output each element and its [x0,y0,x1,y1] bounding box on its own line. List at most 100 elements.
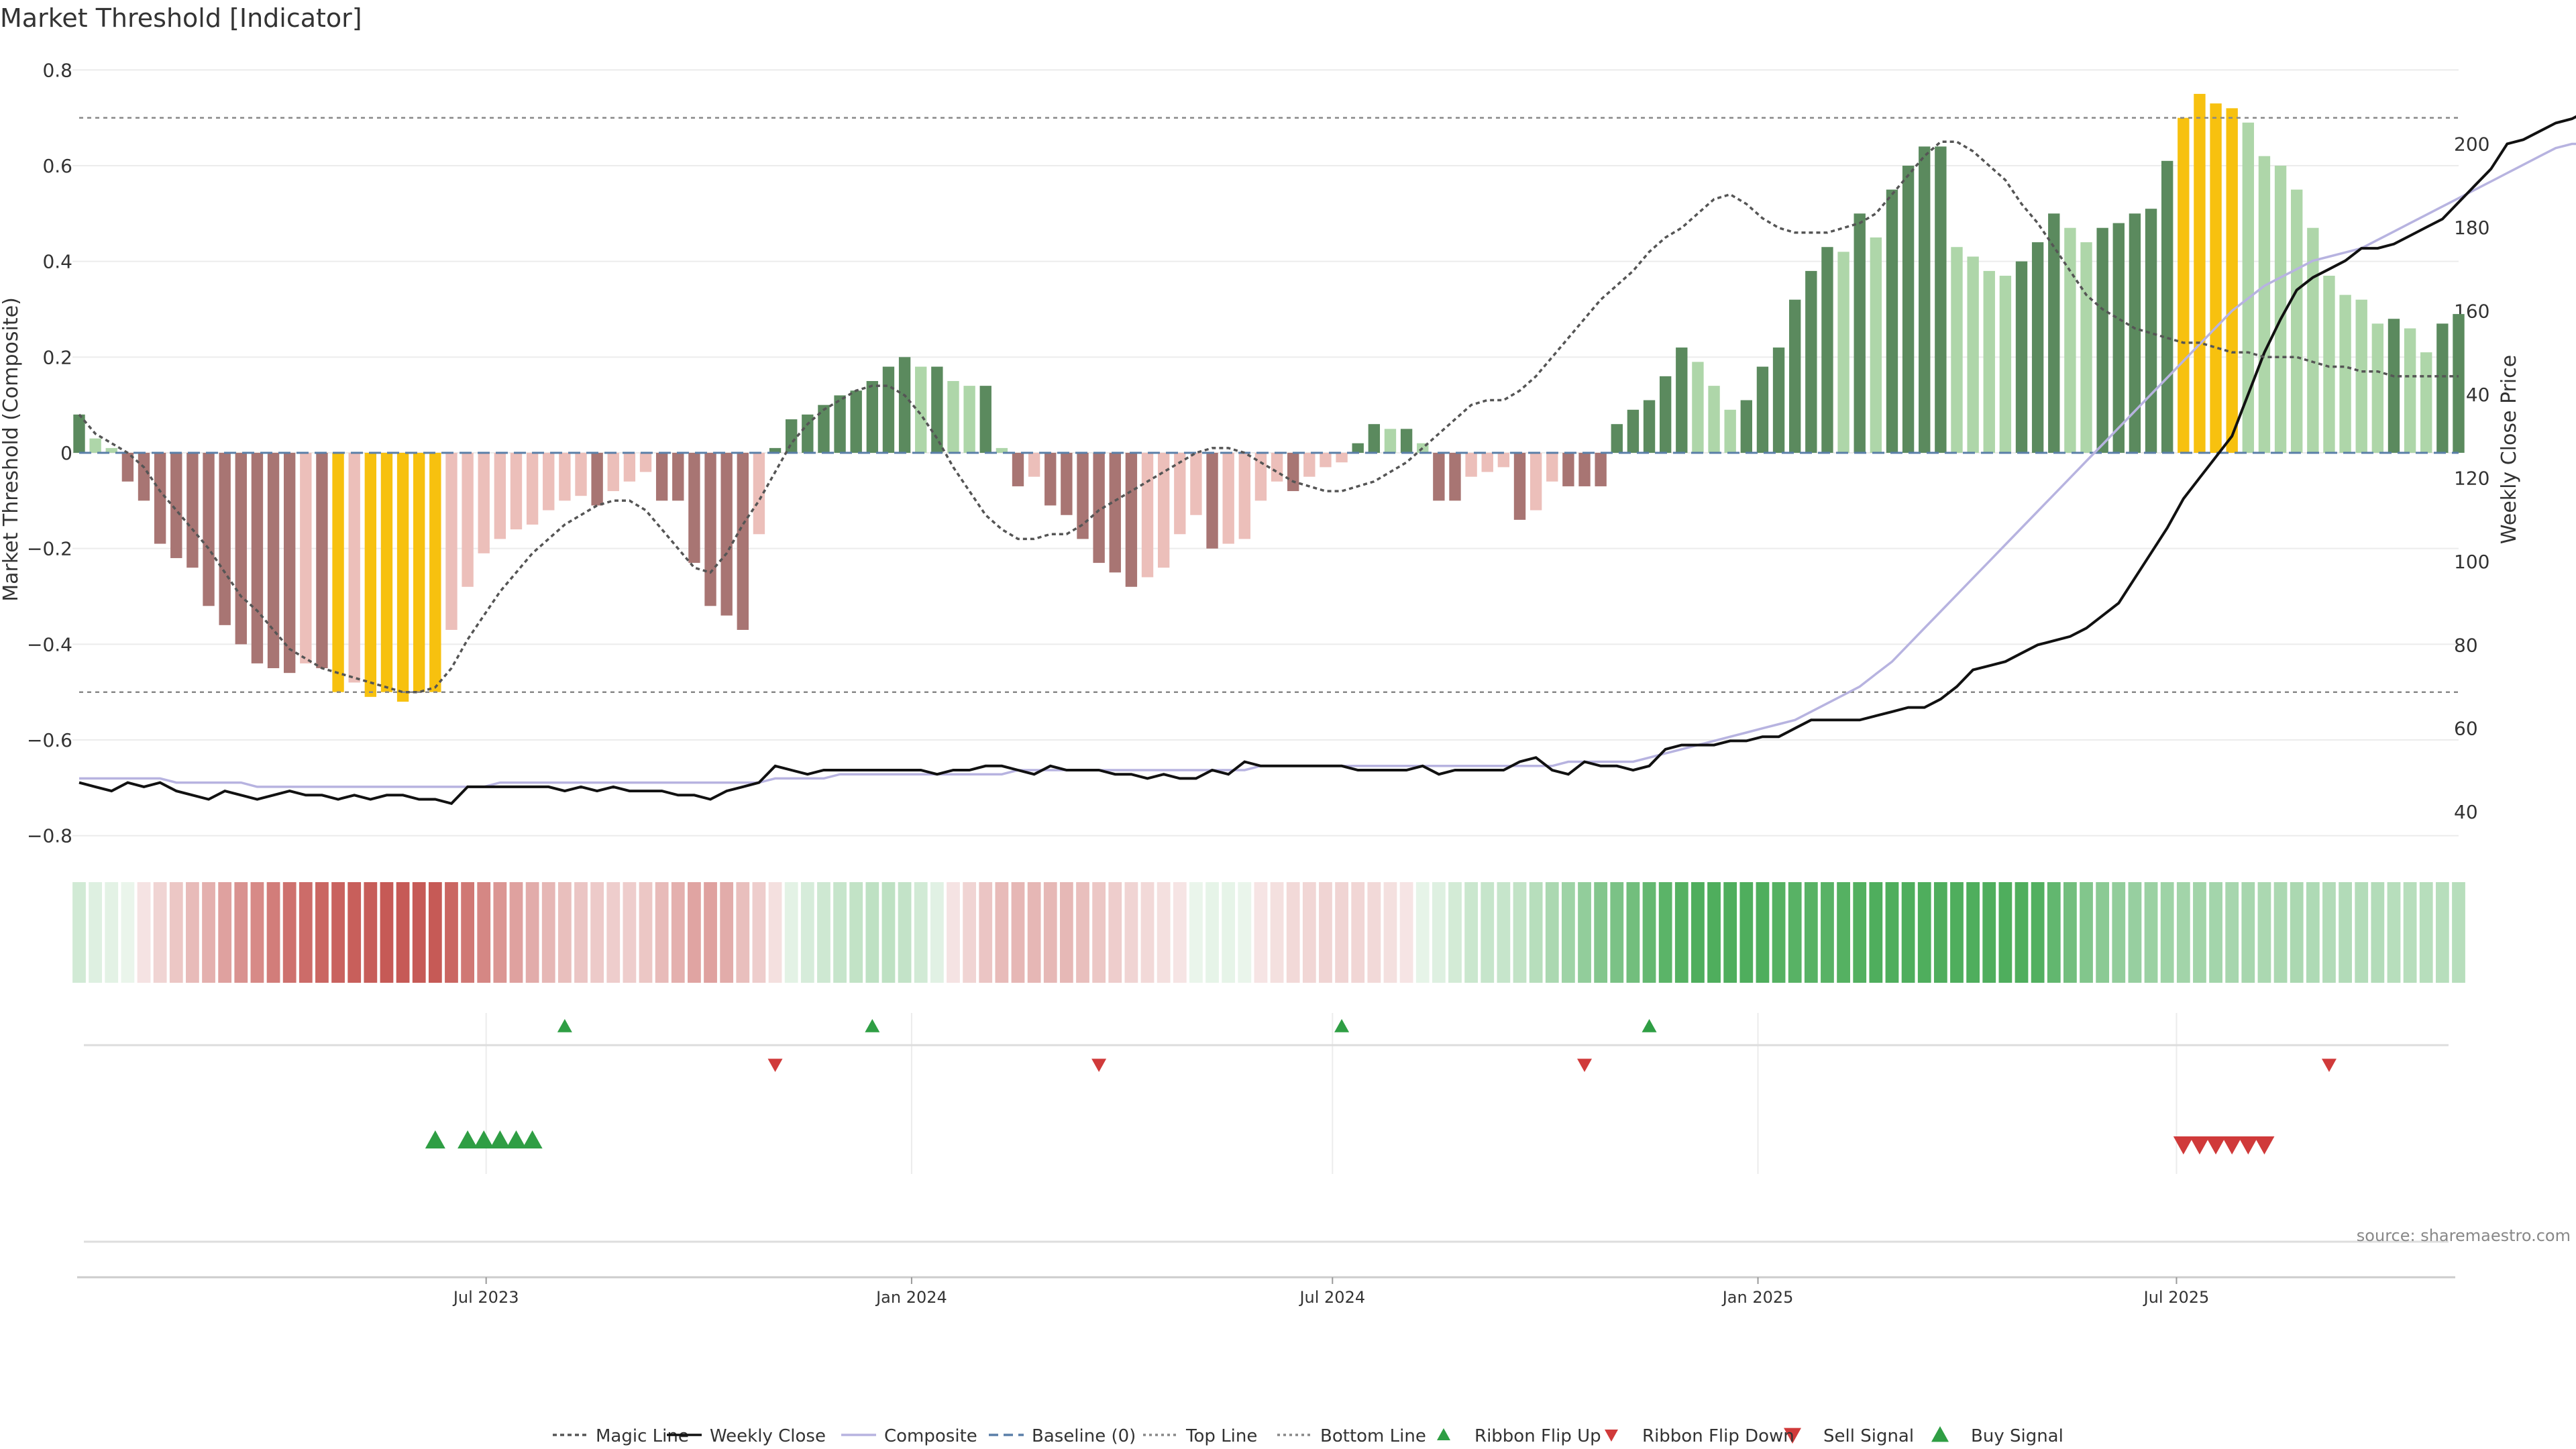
left-tick-label: 0 [60,442,72,464]
ribbon-cell [541,882,555,983]
composite-bar [1271,453,1283,482]
composite-bar [1513,453,1526,520]
ribbon-cell [1626,882,1640,983]
composite-bar [866,380,879,453]
composite-bar [1400,429,1413,453]
composite-bar [138,453,150,501]
ribbon-cell [768,882,782,983]
ribbon-cell [1108,882,1122,983]
magic-line [78,140,2459,694]
ribbon-cell [2371,882,2385,983]
x-axis-ticks: Jul 2023 Jan 2024 Jul 2024 Jan 2025 Jul 2025 [452,1277,2209,1307]
composite-bar [2080,242,2092,453]
ribbon-cell [623,882,637,983]
ribbon-flip-up-marker [1334,1019,1350,1032]
composite-bar [1983,270,1995,453]
ribbon-cell [2193,882,2206,983]
composite-bar [170,453,182,558]
ribbon-cell [1173,882,1187,983]
composite-bar [1044,453,1057,506]
ribbon-cell [525,882,539,983]
ribbon-cell [2387,882,2401,983]
ribbon-cell [1821,882,1834,983]
ribbon-strip [72,882,2465,983]
ribbon-cell [299,882,313,983]
composite-bar [979,386,991,453]
ribbon-cell [1998,882,2012,983]
composite-bar [2178,117,2190,453]
composite-bar [2307,227,2319,453]
weekly-close-line [78,115,2576,806]
chart-title: Market Threshold [Indicator] [0,3,362,33]
composite-bar [2258,156,2271,453]
composite-bar [2436,323,2449,453]
composite-bar [1077,453,1089,539]
buy-signal-marker [425,1130,445,1148]
composite-bar [543,453,555,511]
ribbon-cell [2306,882,2320,983]
composite-bar [1578,453,1591,486]
composite-bar [2404,328,2416,453]
sell-signal-marker [2189,1136,2210,1155]
composite-bar [2112,223,2125,453]
composite-bar [607,453,619,492]
composite-bar [1821,247,1833,453]
composite-bar [1967,256,1979,453]
ribbon-cell [1157,882,1171,983]
ribbon-cell [428,882,442,983]
composite-bar [1546,453,1558,482]
composite-bar [1999,276,2012,453]
composite-bar [769,447,782,453]
composite-bar [429,453,441,692]
legend-label: Composite [884,1426,977,1446]
ribbon-cell [2419,882,2433,983]
composite-bar [591,453,603,506]
composite-bar [2387,319,2400,453]
composite-bar [1303,453,1316,477]
composite-bar [73,414,85,453]
composite-bar [623,453,636,482]
composite-bar [1643,400,1656,453]
composite-bar [267,453,280,669]
ribbon-cell [1092,882,1106,983]
composite-bar [1805,270,1817,453]
composite-bar [996,447,1008,453]
ribbon-cell [1950,882,1964,983]
composite-bar [1174,453,1186,535]
left-tick-label: −0.8 [27,825,72,847]
ribbon-cell [1869,882,1883,983]
composite-bar [1724,409,1736,453]
buy-signal-marker [522,1130,543,1148]
ribbon-cell [1399,882,1413,983]
ribbon-cell [2063,882,2077,983]
buy-signal-marker [490,1130,511,1148]
composite-bar [348,453,360,683]
composite-bar [1529,453,1542,511]
sell-signal-marker [2173,1136,2194,1155]
buy-signal-marker [458,1130,478,1148]
composite-bar [2420,352,2432,453]
ribbon-flip-up-marker [865,1019,880,1032]
ribbon-cell [1594,882,1608,983]
composite-bar [1789,299,1801,453]
y-axis-label-right: Weekly Close Price [2498,355,2521,544]
composite-bar [364,453,377,697]
composite-bar [753,453,765,535]
composite-bar [1886,189,1898,453]
ribbon-cell [1270,882,1284,983]
ribbon-cell [186,882,199,983]
composite-bar [186,453,199,568]
ribbon-cell [671,882,685,983]
ribbon-cell [1578,882,1591,983]
composite-bar [494,453,506,539]
ribbon-cell [979,882,993,983]
ribbon-cell [2241,882,2255,983]
ribbon-cell [784,882,798,983]
ribbon-cell [1222,882,1236,983]
ribbon-cell [752,882,766,983]
legend-label: Sell Signal [1823,1426,1914,1446]
ribbon-cell [881,882,896,983]
ribbon-cell [865,882,879,983]
ribbon-cell [963,882,977,983]
composite-bar [2453,314,2465,453]
